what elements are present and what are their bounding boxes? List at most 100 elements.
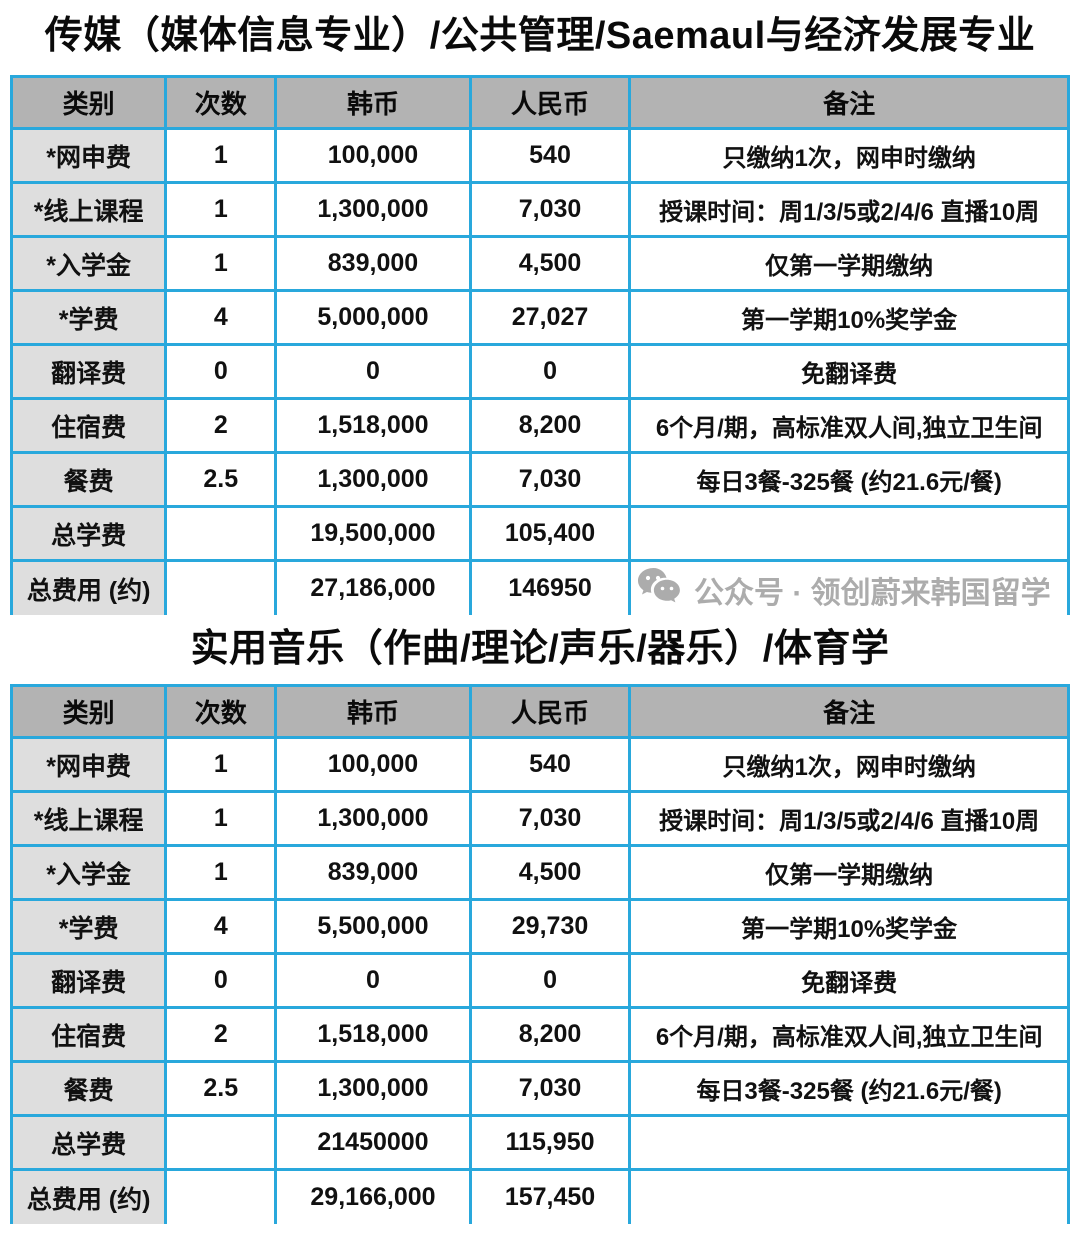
- cell-rmb: 115,950: [468, 1114, 632, 1172]
- cell-count: 1: [164, 736, 278, 794]
- cell-count: 1: [164, 844, 278, 902]
- table-row: 住宿费 2 1,518,000 8,200 6个月/期，高标准双人间,独立卫生间: [9, 397, 1070, 455]
- cell-krw: 19,500,000: [274, 505, 472, 563]
- cell-count: [164, 559, 278, 615]
- cell-category: 总费用 (约): [9, 559, 168, 615]
- cell-count: 1: [164, 181, 278, 239]
- cell-remark: 仅第一学期缴纳: [628, 844, 1070, 902]
- table-header-row: 类别 次数 韩币 人民币 备注: [9, 684, 1070, 740]
- cell-rmb: 8,200: [468, 397, 632, 455]
- column-header-rmb: 人民币: [468, 75, 632, 131]
- cell-rmb: 4,500: [468, 844, 632, 902]
- cell-count: [164, 1114, 278, 1172]
- cell-rmb: 7,030: [468, 451, 632, 509]
- cell-krw: 1,300,000: [274, 790, 472, 848]
- cell-krw: 1,300,000: [274, 1060, 472, 1118]
- table-row: *网申费 1 100,000 540 只缴纳1次，网申时缴纳: [9, 127, 1070, 185]
- cell-count: 2: [164, 397, 278, 455]
- cell-krw: 839,000: [274, 235, 472, 293]
- cell-rmb: 540: [468, 736, 632, 794]
- column-header-remark: 备注: [628, 684, 1070, 740]
- column-header-category: 类别: [9, 75, 168, 131]
- cell-krw: 5,000,000: [274, 289, 472, 347]
- cell-rmb: 4,500: [468, 235, 632, 293]
- cell-remark: 免翻译费: [628, 343, 1070, 401]
- column-header-remark: 备注: [628, 75, 1070, 131]
- cell-category: 住宿费: [9, 1006, 168, 1064]
- cell-count: 0: [164, 343, 278, 401]
- cell-krw: 1,518,000: [274, 1006, 472, 1064]
- cell-category: *线上课程: [9, 181, 168, 239]
- cell-krw: 100,000: [274, 736, 472, 794]
- cell-count: 1: [164, 790, 278, 848]
- cell-category: 餐费: [9, 451, 168, 509]
- cell-count: 4: [164, 898, 278, 956]
- column-header-krw: 韩币: [274, 75, 472, 131]
- cell-krw: 27,186,000: [274, 559, 472, 615]
- cell-krw: 0: [274, 952, 472, 1010]
- cell-krw: 1,300,000: [274, 451, 472, 509]
- cell-rmb: 157,450: [468, 1168, 632, 1224]
- cell-category: *网申费: [9, 127, 168, 185]
- table-row: *入学金 1 839,000 4,500 仅第一学期缴纳: [9, 235, 1070, 293]
- cell-count: 1: [164, 127, 278, 185]
- cell-rmb: 7,030: [468, 790, 632, 848]
- table-row: 翻译费 0 0 0 免翻译费: [9, 952, 1070, 1010]
- cell-remark: [628, 1114, 1070, 1172]
- cell-remark: 第一学期10%奖学金: [628, 898, 1070, 956]
- cell-category: *入学金: [9, 235, 168, 293]
- cell-category: *线上课程: [9, 790, 168, 848]
- cell-count: 2: [164, 1006, 278, 1064]
- cell-rmb: 146950: [468, 559, 632, 615]
- cell-category: 翻译费: [9, 952, 168, 1010]
- cell-remark: 免翻译费: [628, 952, 1070, 1010]
- column-header-count: 次数: [164, 75, 278, 131]
- column-header-krw: 韩币: [274, 684, 472, 740]
- cell-remark: 授课时间：周1/3/5或2/4/6 直播10周: [628, 790, 1070, 848]
- cell-category: 翻译费: [9, 343, 168, 401]
- cell-krw: 839,000: [274, 844, 472, 902]
- cell-rmb: 29,730: [468, 898, 632, 956]
- cell-remark: 每日3餐-325餐 (约21.6元/餐): [628, 1060, 1070, 1118]
- cell-rmb: 7,030: [468, 1060, 632, 1118]
- cell-category: *入学金: [9, 844, 168, 902]
- cell-rmb: 540: [468, 127, 632, 185]
- cell-rmb: 0: [468, 343, 632, 401]
- cell-krw: 29,166,000: [274, 1168, 472, 1224]
- page-title-majors-2: 实用音乐（作曲/理论/声乐/器乐）/体育学: [190, 627, 890, 670]
- cell-krw: 1,300,000: [274, 181, 472, 239]
- fees-table-1: 类别 次数 韩币 人民币 备注 *网申费 1 100,000 540 只缴纳1次，网申时…: [9, 75, 1070, 615]
- table-row: *入学金 1 839,000 4,500 仅第一学期缴纳: [9, 844, 1070, 902]
- cell-count: 4: [164, 289, 278, 347]
- cell-remark: [628, 505, 1070, 563]
- cell-remark: 仅第一学期缴纳: [628, 235, 1070, 293]
- cell-krw: 21450000: [274, 1114, 472, 1172]
- table-row: 总费用 (约) 29,166,000 157,450: [9, 1168, 1070, 1224]
- cell-count: [164, 1168, 278, 1224]
- column-header-rmb: 人民币: [468, 684, 632, 740]
- column-header-category: 类别: [9, 684, 168, 740]
- cell-krw: 0: [274, 343, 472, 401]
- table-row: 翻译费 0 0 0 免翻译费: [9, 343, 1070, 401]
- table-row: 总学费 19,500,000 105,400: [9, 505, 1070, 563]
- page-title-majors-1: 传媒（媒体信息专业）/公共管理/Saemaul与经济发展专业: [44, 15, 1036, 57]
- cell-krw: 100,000: [274, 127, 472, 185]
- cell-category: 总费用 (约): [9, 1168, 168, 1224]
- cell-krw: 1,518,000: [274, 397, 472, 455]
- table-row: *线上课程 1 1,300,000 7,030 授课时间：周1/3/5或2/4/6 直播…: [9, 790, 1070, 848]
- cell-category: *学费: [9, 289, 168, 347]
- fees-table-2: 类别 次数 韩币 人民币 备注 *网申费 1 100,000 540 只缴纳1次，网申时…: [9, 684, 1070, 1224]
- table-header-row: 类别 次数 韩币 人民币 备注: [9, 75, 1070, 131]
- table-row: *学费 4 5,000,000 27,027 第一学期10%奖学金: [9, 289, 1070, 347]
- cell-krw: 5,500,000: [274, 898, 472, 956]
- column-header-count: 次数: [164, 684, 278, 740]
- cell-rmb: 27,027: [468, 289, 632, 347]
- cell-remark: 只缴纳1次，网申时缴纳: [628, 127, 1070, 185]
- table-row: *学费 4 5,500,000 29,730 第一学期10%奖学金: [9, 898, 1070, 956]
- table-row: 住宿费 2 1,518,000 8,200 6个月/期，高标准双人间,独立卫生间: [9, 1006, 1070, 1064]
- table-row: *线上课程 1 1,300,000 7,030 授课时间：周1/3/5或2/4/6 直播…: [9, 181, 1070, 239]
- cell-remark: 每日3餐-325餐 (约21.6元/餐): [628, 451, 1070, 509]
- cell-remark: 6个月/期，高标准双人间,独立卫生间: [628, 1006, 1070, 1064]
- cell-count: 0: [164, 952, 278, 1010]
